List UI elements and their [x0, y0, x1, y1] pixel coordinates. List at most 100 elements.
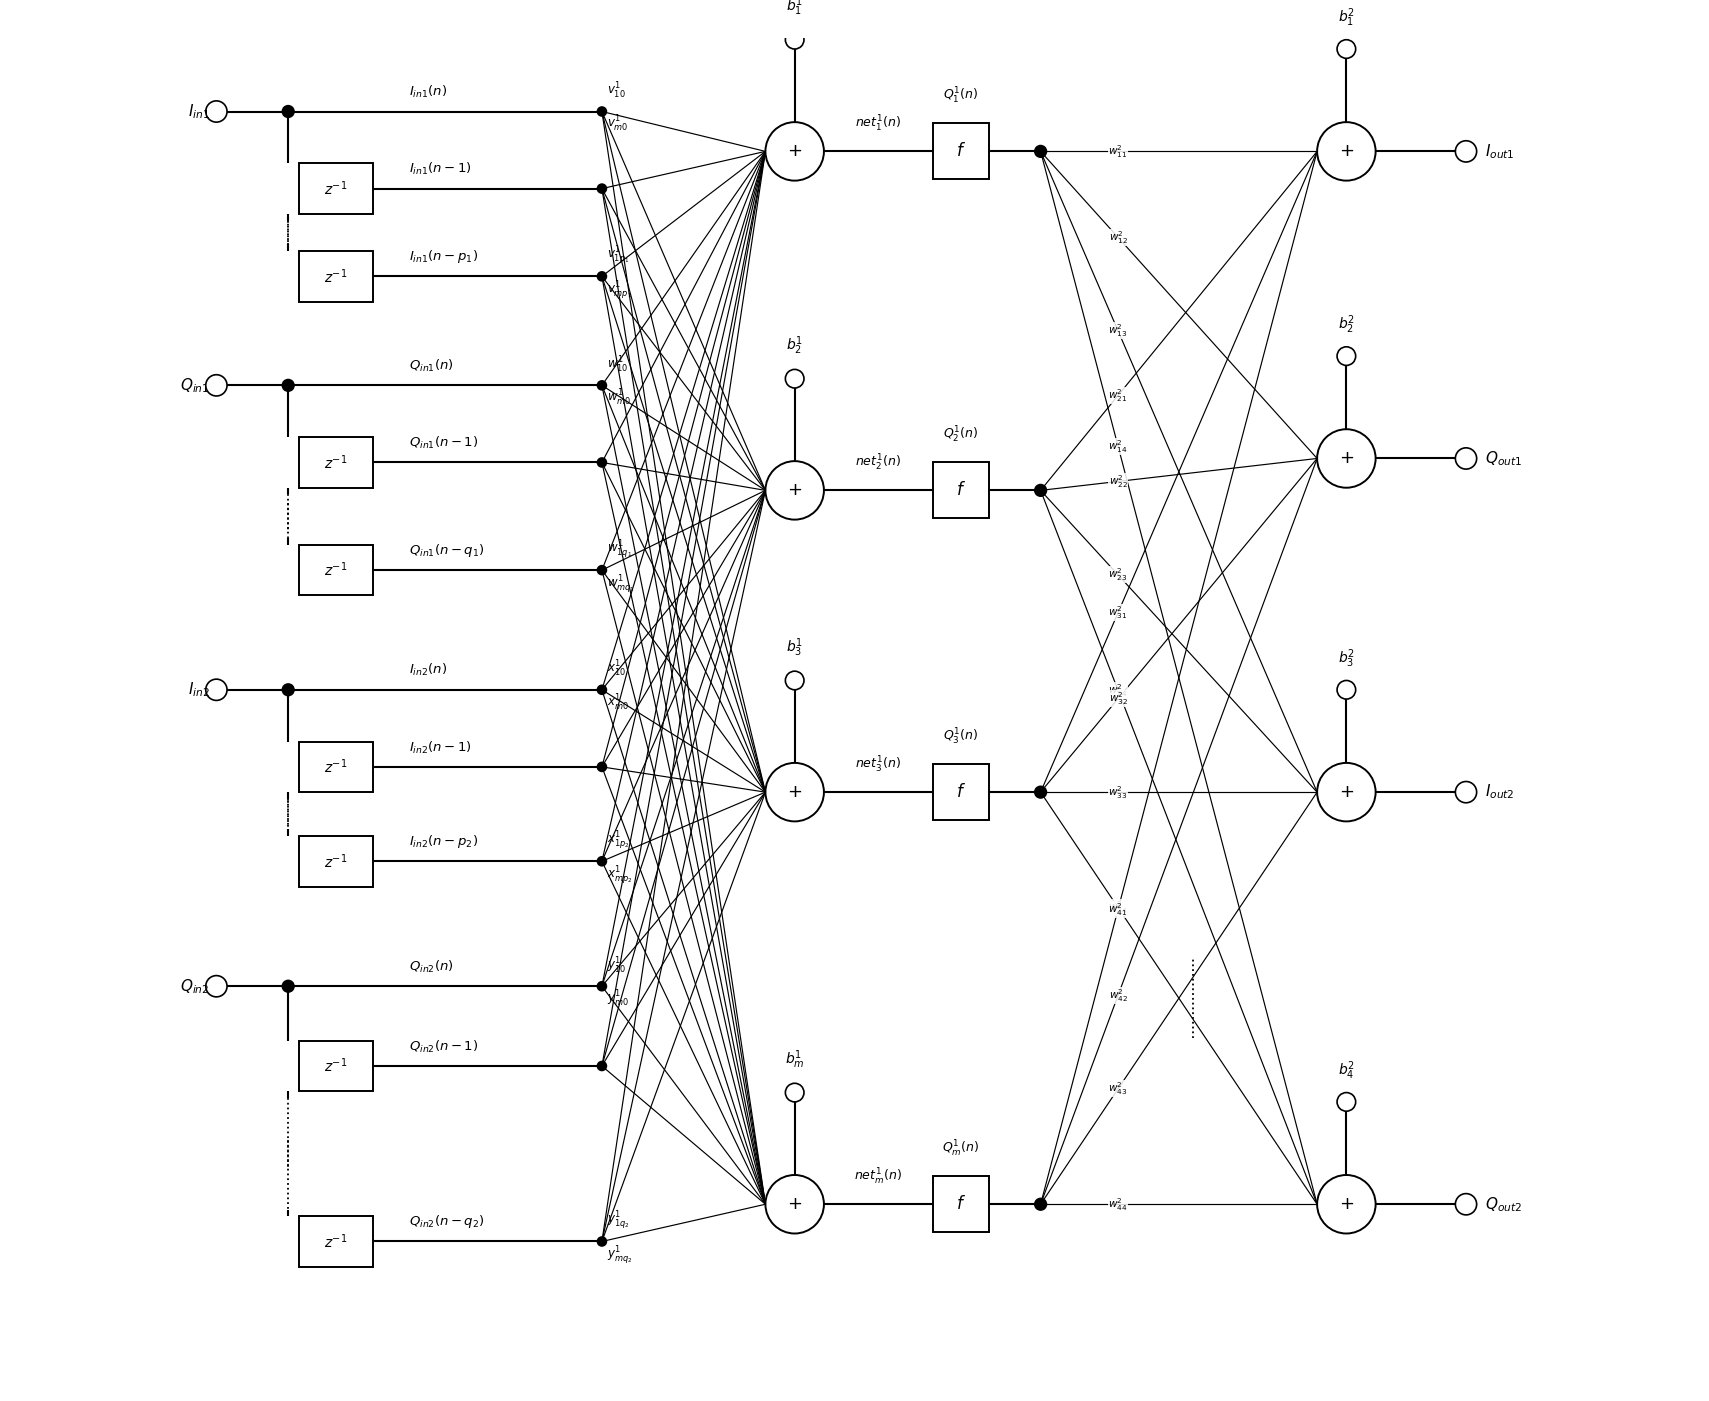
- Text: $Q_3^1(n)$: $Q_3^1(n)$: [943, 727, 979, 747]
- Circle shape: [766, 461, 824, 520]
- Text: $Q_2^1(n)$: $Q_2^1(n)$: [943, 425, 979, 446]
- FancyBboxPatch shape: [299, 251, 373, 301]
- Text: $b_2^1$: $b_2^1$: [786, 335, 803, 357]
- FancyBboxPatch shape: [933, 462, 990, 518]
- Text: $Q_{in1}$: $Q_{in1}$: [179, 375, 210, 395]
- Circle shape: [786, 671, 803, 689]
- Text: $x_{10}^1$: $x_{10}^1$: [607, 658, 627, 679]
- Circle shape: [596, 1061, 607, 1072]
- Circle shape: [766, 764, 824, 821]
- Circle shape: [766, 1175, 824, 1233]
- Text: $w_{21}^2$: $w_{21}^2$: [1109, 387, 1128, 403]
- Text: $Q_{in2}(n-1)$: $Q_{in2}(n-1)$: [408, 1038, 479, 1055]
- FancyBboxPatch shape: [299, 1216, 373, 1267]
- Circle shape: [596, 457, 607, 468]
- Text: $w_{43}^2$: $w_{43}^2$: [1109, 1080, 1128, 1097]
- Text: $v_{mp_1}^1$: $v_{mp_1}^1$: [607, 279, 632, 301]
- Text: $w_{34}^2$: $w_{34}^2$: [1109, 899, 1128, 916]
- Circle shape: [596, 762, 607, 772]
- Text: $Q_{out2}$: $Q_{out2}$: [1485, 1195, 1521, 1213]
- Text: $b_3^1$: $b_3^1$: [786, 636, 803, 660]
- Text: $I_{in2}(n)$: $I_{in2}(n)$: [408, 663, 448, 678]
- Circle shape: [596, 380, 607, 391]
- Text: +: +: [788, 482, 802, 499]
- Text: +: +: [788, 143, 802, 160]
- Text: $b_3^2$: $b_3^2$: [1338, 647, 1355, 670]
- Text: $Q_{in2}$: $Q_{in2}$: [181, 976, 210, 996]
- Text: $z^{-1}$: $z^{-1}$: [325, 1231, 347, 1251]
- Text: $w_{33}^2$: $w_{33}^2$: [1109, 783, 1128, 800]
- Circle shape: [1336, 347, 1355, 366]
- Text: $w_{mq_1}^1$: $w_{mq_1}^1$: [607, 573, 636, 595]
- Text: $z^{-1}$: $z^{-1}$: [325, 852, 347, 870]
- Circle shape: [205, 374, 227, 396]
- Circle shape: [1456, 782, 1477, 803]
- Text: $y_{1q_2}^1$: $y_{1q_2}^1$: [607, 1209, 631, 1231]
- Circle shape: [205, 101, 227, 122]
- Circle shape: [596, 685, 607, 695]
- Text: $w_{24}^2$: $w_{24}^2$: [1109, 682, 1128, 699]
- Text: $Q_{in2}(n)$: $Q_{in2}(n)$: [408, 958, 455, 975]
- Text: $v_{10}^1$: $v_{10}^1$: [607, 81, 625, 101]
- Text: $z^{-1}$: $z^{-1}$: [325, 1056, 347, 1076]
- Text: $net_2^1(n)$: $net_2^1(n)$: [856, 453, 901, 474]
- Circle shape: [1336, 681, 1355, 699]
- Text: $y_{m0}^1$: $y_{m0}^1$: [607, 989, 629, 1009]
- Circle shape: [1034, 483, 1048, 497]
- Text: $Q_{out1}$: $Q_{out1}$: [1485, 450, 1521, 468]
- Text: $w_{12}^2$: $w_{12}^2$: [1109, 228, 1128, 245]
- Text: +: +: [1338, 143, 1354, 160]
- Text: $b_2^2$: $b_2^2$: [1338, 314, 1355, 336]
- Circle shape: [282, 378, 296, 392]
- Circle shape: [1318, 1175, 1376, 1233]
- Text: $net_1^1(n)$: $net_1^1(n)$: [856, 113, 901, 134]
- Text: $net_3^1(n)$: $net_3^1(n)$: [856, 755, 901, 775]
- Text: $w_{41}^2$: $w_{41}^2$: [1109, 901, 1128, 918]
- Text: $w_{44}^2$: $w_{44}^2$: [1109, 1196, 1128, 1213]
- Circle shape: [786, 31, 803, 49]
- Circle shape: [786, 370, 803, 388]
- Text: +: +: [788, 1195, 802, 1213]
- Circle shape: [596, 270, 607, 282]
- Circle shape: [1318, 122, 1376, 181]
- Text: $b_m^1$: $b_m^1$: [784, 1049, 805, 1072]
- Text: $z^{-1}$: $z^{-1}$: [325, 268, 347, 286]
- FancyBboxPatch shape: [299, 1041, 373, 1091]
- Text: $I_{in2}$: $I_{in2}$: [188, 681, 210, 699]
- Text: $Q_{in1}(n-q_1)$: $Q_{in1}(n-q_1)$: [408, 542, 485, 559]
- Circle shape: [205, 679, 227, 700]
- Text: $w_{32}^2$: $w_{32}^2$: [1109, 691, 1128, 708]
- Text: $w_{13}^2$: $w_{13}^2$: [1109, 322, 1128, 339]
- Circle shape: [786, 1083, 803, 1103]
- Text: $I_{in1}(n-p_1)$: $I_{in1}(n-p_1)$: [408, 248, 479, 265]
- Circle shape: [1456, 1194, 1477, 1215]
- Text: $w_{11}^2$: $w_{11}^2$: [1109, 143, 1128, 160]
- FancyBboxPatch shape: [299, 741, 373, 792]
- Text: $Q_{in1}(n-1)$: $Q_{in1}(n-1)$: [408, 436, 479, 451]
- FancyBboxPatch shape: [299, 545, 373, 595]
- Circle shape: [1034, 1198, 1048, 1210]
- Text: $b_1^1$: $b_1^1$: [786, 0, 803, 18]
- Circle shape: [596, 981, 607, 992]
- Text: $w_{1q_1}^1$: $w_{1q_1}^1$: [607, 538, 632, 559]
- Text: $I_{in2}(n-1)$: $I_{in2}(n-1)$: [408, 740, 472, 755]
- Text: $z^{-1}$: $z^{-1}$: [325, 758, 347, 776]
- Circle shape: [1336, 39, 1355, 59]
- Text: $I_{out1}$: $I_{out1}$: [1485, 142, 1514, 161]
- Circle shape: [1336, 1093, 1355, 1111]
- Text: $w_{10}^1$: $w_{10}^1$: [607, 354, 629, 374]
- Text: $net_m^1(n)$: $net_m^1(n)$: [854, 1167, 902, 1187]
- Text: $I_{in2}(n-p_2)$: $I_{in2}(n-p_2)$: [408, 834, 479, 850]
- Circle shape: [282, 979, 296, 993]
- Text: $y_{mq_2}^1$: $y_{mq_2}^1$: [607, 1244, 632, 1267]
- Text: $f$: $f$: [955, 482, 966, 499]
- Text: $x_{mp_2}^1$: $x_{mp_2}^1$: [607, 864, 632, 885]
- Text: $Q_1^1(n)$: $Q_1^1(n)$: [943, 85, 979, 106]
- Text: $z^{-1}$: $z^{-1}$: [325, 560, 347, 580]
- Text: $I_{in1}(n-1)$: $I_{in1}(n-1)$: [408, 161, 472, 178]
- Circle shape: [596, 565, 607, 576]
- Text: $f$: $f$: [955, 783, 966, 801]
- Circle shape: [1456, 448, 1477, 469]
- FancyBboxPatch shape: [299, 164, 373, 214]
- Circle shape: [1034, 786, 1048, 799]
